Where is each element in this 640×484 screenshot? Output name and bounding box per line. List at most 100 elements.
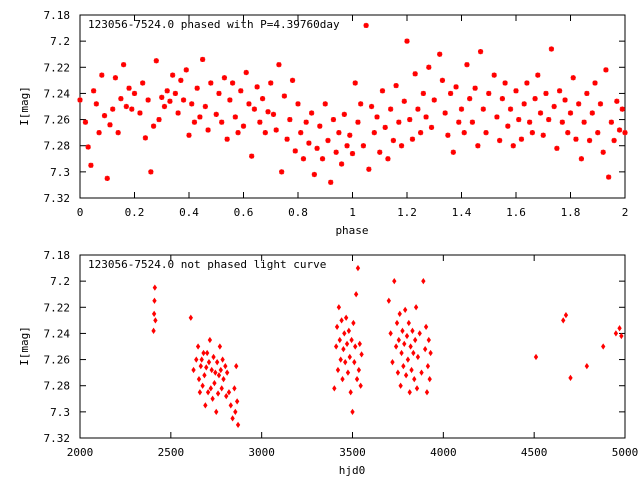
data-point-unphased <box>568 374 573 381</box>
data-point-phased <box>281 93 287 99</box>
data-point-phased <box>377 149 383 155</box>
data-point-unphased <box>413 336 418 344</box>
data-point-phased <box>401 98 407 104</box>
data-point-phased <box>311 171 317 178</box>
x-tick-label: 3500 <box>339 446 366 459</box>
data-point-unphased <box>191 366 196 374</box>
y-tick-label: 7.26 <box>44 354 71 367</box>
data-point-phased <box>567 110 574 116</box>
data-point-unphased <box>392 278 397 285</box>
data-point-phased <box>202 103 208 110</box>
data-point-unphased <box>218 366 223 374</box>
data-point-phased <box>339 161 345 167</box>
x-tick-label: 5000 <box>612 446 639 459</box>
data-point-phased <box>557 88 563 94</box>
x-tick-label: 0 <box>77 206 84 219</box>
data-point-unphased <box>408 343 413 350</box>
data-point-phased <box>115 130 121 136</box>
data-point-unphased <box>196 376 202 383</box>
data-point-phased <box>382 124 388 131</box>
data-point-unphased <box>205 349 210 357</box>
y-tick-label: 7.3 <box>50 166 70 179</box>
data-point-phased <box>104 175 110 181</box>
data-point-unphased <box>348 389 353 396</box>
data-point-unphased <box>188 314 193 321</box>
data-point-phased <box>469 119 475 125</box>
data-point-phased <box>374 114 380 120</box>
data-point-phased <box>170 72 176 78</box>
data-point-phased <box>589 110 595 116</box>
data-point-unphased <box>347 353 352 361</box>
data-point-phased <box>254 84 260 90</box>
data-point-phased <box>159 94 165 100</box>
data-point-phased <box>573 136 579 142</box>
data-point-unphased <box>201 349 206 357</box>
data-point-phased <box>186 132 192 138</box>
data-point-unphased <box>206 359 212 366</box>
data-point-phased <box>328 179 334 185</box>
data-point-phased <box>314 145 320 151</box>
data-point-phased <box>358 101 364 107</box>
data-point-phased <box>537 110 544 116</box>
data-point-phased <box>570 75 576 81</box>
y-tick-label: 7.18 <box>44 9 71 22</box>
data-point-phased <box>232 114 238 120</box>
y-tick-label: 7.22 <box>44 301 71 314</box>
data-point-phased <box>398 143 405 149</box>
data-point-phased <box>268 80 274 86</box>
y-tick-label: 7.3 <box>50 406 70 419</box>
data-point-unphased <box>350 408 355 415</box>
data-point-unphased <box>199 356 204 363</box>
data-point-phased <box>164 88 170 94</box>
data-point-unphased <box>400 327 405 334</box>
data-point-unphased <box>233 408 238 415</box>
data-point-phased <box>486 90 492 97</box>
data-point-unphased <box>399 349 404 357</box>
data-point-unphased <box>232 385 237 392</box>
y-tick-label: 7.2 <box>50 275 70 288</box>
data-point-phased <box>240 123 247 129</box>
data-point-unphased <box>352 359 357 366</box>
data-point-unphased <box>425 362 431 370</box>
data-point-unphased <box>405 356 411 363</box>
data-point-phased <box>178 77 184 83</box>
data-point-phased <box>464 62 470 68</box>
data-point-unphased <box>224 393 229 400</box>
data-point-unphased <box>334 323 340 331</box>
data-point-unphased <box>561 317 566 324</box>
data-point-phased <box>148 169 154 175</box>
data-point-phased <box>431 97 437 103</box>
data-point-phased <box>453 84 459 90</box>
data-point-unphased <box>230 415 235 422</box>
data-point-unphased <box>354 376 360 383</box>
axes-unphased: 2000 2500 3000 3500 4000 4500 5000 7.18 7.2 7.22 7… <box>44 249 639 459</box>
data-point-unphased <box>338 356 343 363</box>
data-point-unphased <box>214 408 219 415</box>
data-point-phased <box>576 101 582 107</box>
data-point-phased <box>205 127 211 133</box>
data-point-unphased <box>226 389 232 396</box>
x-tick-label: 4000 <box>430 446 457 459</box>
data-point-phased <box>101 113 108 119</box>
data-point-unphased <box>423 345 428 353</box>
data-point-phased <box>477 49 484 55</box>
data-point-unphased <box>216 372 222 379</box>
data-point-phased <box>161 103 168 110</box>
data-point-phased <box>183 67 189 73</box>
data-point-phased <box>412 71 418 77</box>
data-point-phased <box>287 116 293 123</box>
chart-title-unphased: 123056-7524.0 not phased light curve <box>88 258 326 271</box>
x-tick-label: 1.8 <box>561 206 581 219</box>
data-point-phased <box>319 156 326 162</box>
data-point-phased <box>510 143 516 149</box>
data-point-unphased <box>152 297 157 304</box>
data-point-phased <box>175 110 181 116</box>
data-point-phased <box>238 88 244 94</box>
y-tick-label: 7.24 <box>44 327 71 340</box>
data-point-phased <box>112 75 119 81</box>
data-point-phased <box>91 88 97 94</box>
plot-frame-phased <box>79 14 626 199</box>
data-point-unphased <box>207 336 213 344</box>
data-point-phased <box>142 135 148 141</box>
chart-title-phased: 123056-7524.0 phased with P=4.39760day <box>88 18 340 31</box>
